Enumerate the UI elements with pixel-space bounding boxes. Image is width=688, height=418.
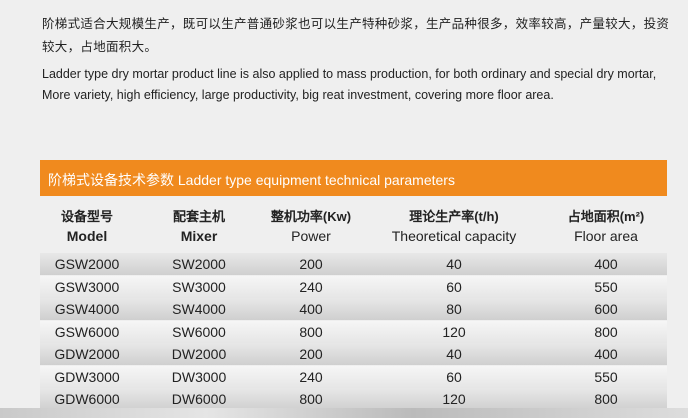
header-english: Mixer [180, 228, 218, 244]
table-cell: 120 [442, 391, 466, 407]
header-english: Theoretical capacity [391, 228, 517, 244]
table-cell: 550 [594, 278, 618, 295]
table-cell: GDW6000 [54, 391, 120, 407]
column-header: 整机功率(Kw) Power [231, 208, 391, 246]
table-cell: GSW4000 [54, 301, 120, 317]
table-cell: GDW2000 [54, 346, 120, 362]
table-cell: SW2000 [172, 256, 226, 272]
table-cell: 240 [299, 278, 323, 295]
table-cell: GDW3000 [54, 368, 120, 385]
table-row: GSW6000 SW6000 800 120 800 [40, 320, 667, 343]
table-cell: GSW3000 [54, 278, 120, 295]
thumbnail-strip [0, 408, 688, 418]
table-cell: 40 [446, 346, 462, 362]
column-header: 设备型号 Model [7, 208, 167, 246]
table-cell: 80 [446, 301, 462, 317]
table-title-bar: 阶梯式设备技术参数 Ladder type equipment technica… [40, 160, 667, 196]
header-english: Power [291, 228, 331, 244]
table-row: GDW3000 DW3000 240 60 550 [40, 365, 667, 388]
header-chinese: 整机功率(Kw) [270, 209, 352, 224]
table-cell: SW6000 [172, 323, 226, 340]
table-cell: 400 [594, 346, 618, 362]
table-row: GSW4000 SW4000 400 80 600 [40, 298, 667, 320]
table-cell: 800 [594, 323, 618, 340]
table-row: GDW2000 DW2000 200 40 400 [40, 343, 667, 365]
column-header: 配套主机 Mixer [119, 208, 279, 246]
intro-chinese: 阶梯式适合大规模生产，既可以生产普通砂浆也可以生产特种砂浆，生产品种很多，效率较… [42, 16, 670, 54]
table-cell: DW2000 [171, 346, 227, 362]
table-cell: DW6000 [171, 391, 227, 407]
table-cell: SW3000 [172, 278, 226, 295]
table-cell: 40 [446, 256, 462, 272]
table-cell: 200 [299, 346, 323, 362]
column-header: 占地面积(m²) Floor area [526, 208, 686, 246]
table-cell: 550 [594, 368, 618, 385]
header-chinese: 配套主机 [172, 209, 225, 224]
header-chinese: 理论生产率(t/h) [409, 209, 499, 224]
table-cell: GSW2000 [54, 256, 120, 272]
table-row: GDW6000 DW6000 800 120 800 [40, 388, 667, 410]
table-cell: 400 [594, 256, 618, 272]
table-cell: 600 [594, 301, 618, 317]
header-chinese: 占地面积(m²) [567, 209, 645, 224]
table-cell: 240 [299, 368, 323, 385]
table-row: GSW3000 SW3000 240 60 550 [40, 275, 667, 298]
header-chinese: 设备型号 [60, 209, 113, 224]
intro-english: Ladder type dry mortar product line is a… [42, 67, 657, 102]
table-cell: 800 [594, 391, 618, 407]
table-cell: 200 [299, 256, 323, 272]
table-title: 阶梯式设备技术参数 Ladder type equipment technica… [48, 172, 455, 188]
header-english: Floor area [574, 228, 638, 244]
column-header: 理论生产率(t/h) Theoretical capacity [374, 208, 534, 246]
table-cell: 120 [442, 323, 466, 340]
table-cell: 800 [299, 323, 323, 340]
header-english: Model [66, 228, 108, 244]
table-cell: 400 [299, 301, 323, 317]
table-cell: 60 [446, 278, 462, 295]
table-cell: 800 [299, 391, 323, 407]
table-cell: SW4000 [172, 301, 226, 317]
table-row: GSW2000 SW2000 200 40 400 [40, 253, 667, 275]
table-cell: GSW6000 [54, 323, 120, 340]
table-cell: 60 [446, 368, 462, 385]
table-cell: DW3000 [171, 368, 227, 385]
